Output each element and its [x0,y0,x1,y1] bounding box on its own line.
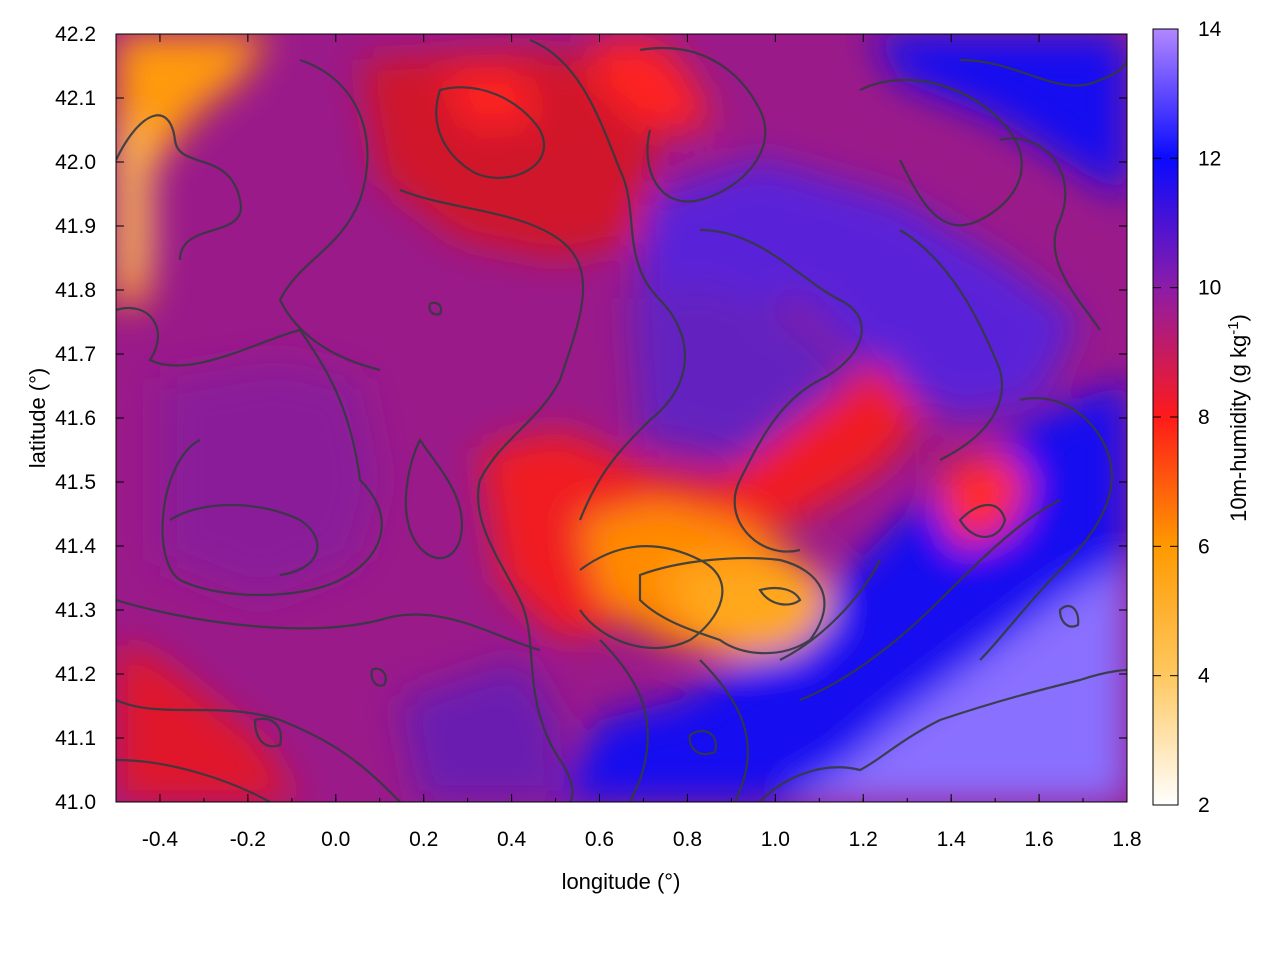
field-red-north [360,50,660,260]
topography-contours [116,38,1127,802]
contour-line [958,504,1007,538]
contour-line [779,559,881,661]
y-tick-label: 41.1 [55,727,96,750]
x-tick-label: 1.2 [849,828,878,851]
field-red-southwest [116,640,300,802]
field-purple-northeast [640,160,1080,420]
x-tick-label: -0.4 [142,828,179,851]
humidity-field [116,34,1127,802]
y-tick-label: 41.8 [55,279,96,302]
y-tick-label: 41.4 [55,535,96,558]
contour-line [859,78,1023,227]
colorbar-tick-label: 8 [1198,406,1210,429]
x-tick-label: 0.4 [497,828,527,851]
colorbar-label-sup: -1 [1225,321,1242,334]
colorbar-tick-label: 6 [1198,535,1210,558]
contour-line [759,668,1127,802]
field-purple-west [160,360,380,600]
x-tick-label: 1.8 [1112,828,1141,851]
y-tick-label: 41.6 [55,407,96,430]
colorbar-label: 10m-humidity (g kg-1) [1225,314,1251,522]
x-tick-label: -0.2 [230,828,266,851]
contour-line [116,698,401,802]
contour-line [278,58,381,372]
x-tick-label: 0.8 [673,828,702,851]
contour-line [959,58,1127,87]
y-tick-label: 42.1 [55,87,96,110]
colorbar: 2 4 6 8 10 12 14 10m-humidity (g kg-1) [1152,18,1251,817]
colorbar-ticks: 2 4 6 8 10 12 14 [1153,18,1222,817]
contour-line [799,499,1061,702]
contour-line [428,301,443,316]
y-tick-label: 42.0 [55,151,96,174]
x-axis: -0.4 -0.2 0.0 0.2 0.4 0.6 0.8 1.0 1.2 1.4 1.6 1.8 [115,34,1142,851]
contour-line [116,758,271,802]
colorbar-tick-label: 2 [1198,794,1210,817]
field-purple-south [400,660,560,802]
contour-line [979,397,1113,661]
contour-line [639,47,767,203]
field-red-topright [590,40,710,130]
y-tick-label: 42.2 [55,23,96,46]
colorbar-tick-label: 10 [1198,277,1221,300]
x-tick-label: 0.2 [409,828,438,851]
contour-line [529,38,686,521]
y-axis: 41.0 41.1 41.2 41.3 41.4 41.5 41.6 41.7 41.8 41.9… [55,23,1127,814]
y-tick-label: 41.0 [55,791,96,814]
field-red-central [480,360,920,640]
contour-line [116,114,243,261]
colorbar-label-end: ) [1226,314,1251,321]
y-tick-label: 41.5 [55,471,96,494]
contour-line [399,188,585,802]
field-orange-inner [660,560,830,650]
contour-line [169,503,319,577]
contour-line [999,137,1101,331]
colorbar-tick-label: 14 [1198,18,1222,41]
contour-line [688,729,718,756]
y-tick-label: 41.3 [55,599,96,622]
contour-line [404,437,463,560]
field-blue-east [560,34,1127,802]
x-axis-label: longitude (°) [562,869,681,894]
contour-line [116,598,541,652]
contour-line [435,86,546,179]
y-tick-label: 41.9 [55,215,96,238]
contour-line [599,639,649,802]
x-tick-label: 1.0 [761,828,790,851]
y-tick-label: 41.7 [55,343,96,366]
colorbar-tick-label: 12 [1198,147,1221,170]
y-axis-label: latitude (°) [25,368,50,469]
x-tick-label: 0.0 [321,828,350,851]
colorbar-label-main: 10m-humidity (g kg [1226,335,1251,522]
y-tick-label: 41.2 [55,663,96,686]
x-tick-label: 0.6 [585,828,614,851]
field-red-topcenter [440,70,540,130]
field-orange-northwest [116,34,270,310]
contour-line [899,229,1003,461]
x-tick-label: 1.4 [937,828,967,851]
contour-line [699,659,749,802]
contour-line [758,586,802,606]
contour-line [253,717,283,748]
contour-line [579,545,724,650]
field-lavender-southeast [780,560,1127,802]
plot-area [116,34,1127,802]
contour-line [116,307,383,597]
contour-line [638,557,826,655]
contour-line [699,228,863,553]
contour-line [1058,604,1080,628]
contour-line [370,667,387,687]
x-tick-label: 1.6 [1024,828,1053,851]
colorbar-tick-label: 4 [1198,665,1210,688]
field-light-orange-northwest [116,120,150,290]
